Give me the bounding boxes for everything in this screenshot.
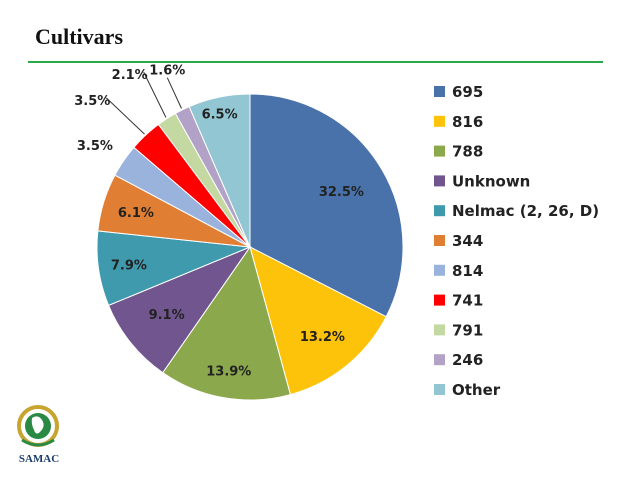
data-label: 1.6% xyxy=(149,64,185,79)
legend: 695 816 788 Unknown Nelmac (2, 26, D) 344 814 7… xyxy=(434,83,599,399)
legend-swatch xyxy=(434,384,445,395)
legend-label: 695 xyxy=(452,83,483,101)
legend-label: 788 xyxy=(452,143,483,161)
legend-label: 741 xyxy=(452,292,483,310)
pie-slice-other xyxy=(188,93,251,248)
data-label: 9.1% xyxy=(149,308,185,323)
legend-label: Unknown xyxy=(452,172,530,190)
legend-label: 791 xyxy=(452,321,483,339)
legend-label: 816 xyxy=(452,113,483,131)
leader-line xyxy=(105,97,145,135)
data-label: 32.5% xyxy=(319,185,364,200)
samac-logo-icon xyxy=(17,405,59,447)
legend-label: 814 xyxy=(452,262,483,280)
data-label: 7.9% xyxy=(111,259,147,274)
leader-line xyxy=(166,77,182,109)
pie-slice-695 xyxy=(249,93,404,318)
pie-slices xyxy=(96,93,404,401)
data-label: 6.5% xyxy=(202,108,238,123)
legend-swatch xyxy=(434,354,445,366)
pie-slice-unknown xyxy=(107,245,252,374)
pie-slice-816 xyxy=(249,246,387,396)
legend-swatch xyxy=(434,175,445,187)
legend-swatch xyxy=(434,294,445,306)
legend-label: 344 xyxy=(452,232,483,250)
data-label: 3.5% xyxy=(77,139,113,154)
legend-swatch xyxy=(434,115,445,127)
legend-swatch xyxy=(434,264,445,276)
legend-swatch xyxy=(434,205,445,217)
data-labels: 32.5%13.2%13.9%9.1%7.9%6.1%3.5%3.5%2.1% 1… xyxy=(74,64,364,380)
data-label: 6.1% xyxy=(118,206,154,221)
data-label: 2.1% xyxy=(112,68,148,83)
leader-line xyxy=(143,71,167,118)
data-label: 13.9% xyxy=(206,365,251,380)
leader-lines xyxy=(105,71,182,135)
legend-swatch xyxy=(434,235,445,246)
data-label: 13.2% xyxy=(300,330,345,345)
legend-label: 246 xyxy=(452,351,483,369)
logo-text: SAMAC xyxy=(18,453,60,465)
legend-label: Other xyxy=(452,381,501,399)
data-label: 3.5% xyxy=(74,94,110,109)
pie-slice-788 xyxy=(162,245,292,401)
legend-swatch xyxy=(434,145,445,157)
title-divider xyxy=(28,61,603,63)
legend-swatch xyxy=(434,324,445,336)
legend-swatch xyxy=(434,86,445,97)
legend-label: Nelmac (2, 26, D) xyxy=(452,202,599,220)
slide-title: Cultivars xyxy=(35,24,123,49)
